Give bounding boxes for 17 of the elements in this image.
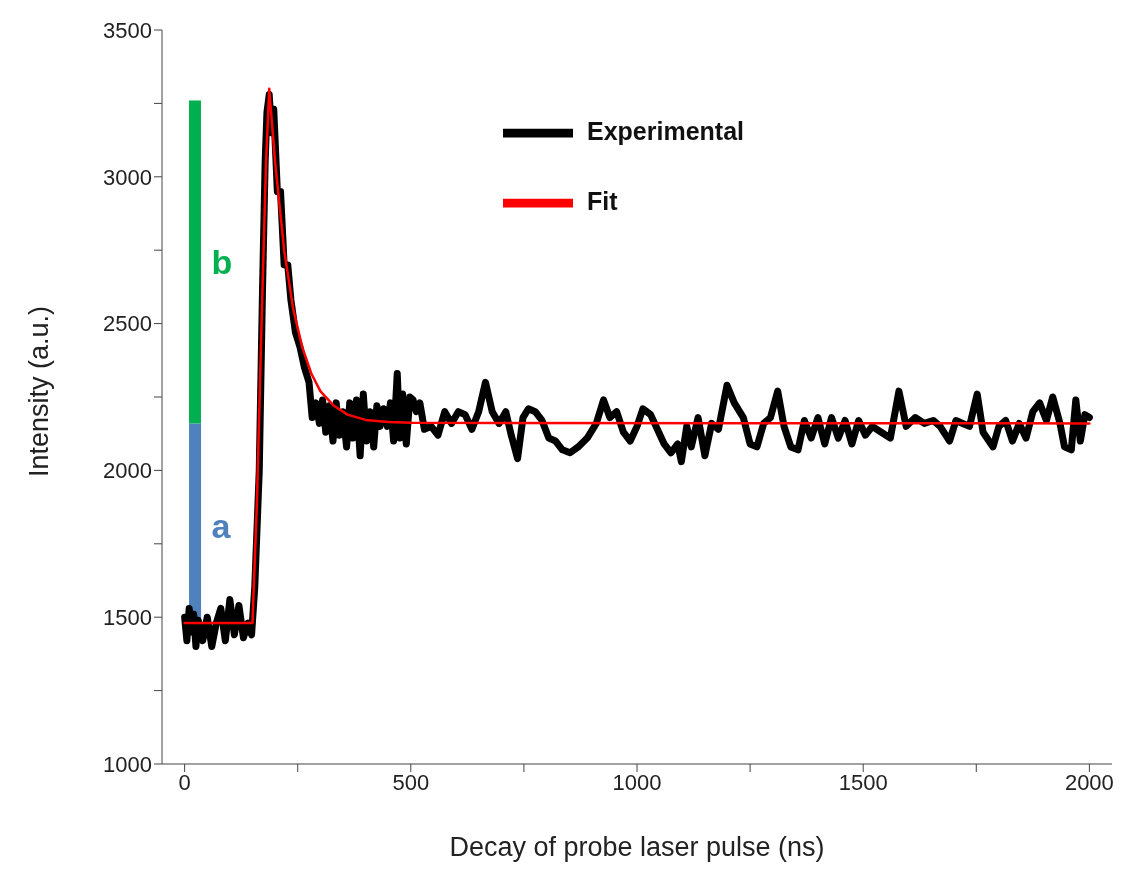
- x-tick-label: 500: [392, 769, 430, 795]
- y-tick-label: 3500: [103, 17, 152, 43]
- x-tick-label: 0: [178, 769, 191, 795]
- x-axis-title: Decay of probe laser pulse (ns): [449, 832, 825, 862]
- y-axis-title: Intensity (a.u.): [23, 305, 54, 477]
- series-label: b: [211, 243, 233, 282]
- x-tick-label: 1500: [838, 769, 888, 795]
- y-tick-label: 2000: [103, 458, 152, 484]
- legend-label: Experimental: [587, 116, 745, 145]
- x-tick-label: 1000: [612, 769, 662, 795]
- y-tick-label: 2500: [103, 311, 152, 337]
- y-tick-label: 3000: [103, 164, 152, 190]
- x-tick-label: 2000: [1064, 769, 1114, 795]
- y-tick-label: 1500: [103, 605, 152, 631]
- legend-label: Fit: [587, 186, 618, 215]
- y-tick-label: 1000: [103, 751, 152, 777]
- series-label: a: [211, 507, 232, 546]
